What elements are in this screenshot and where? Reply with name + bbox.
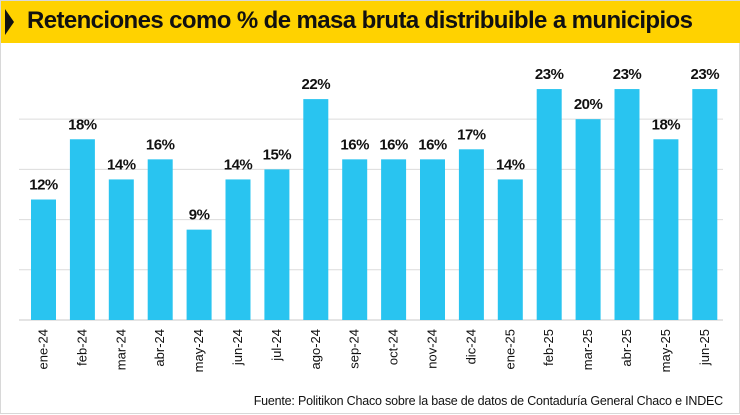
- x-tick-label-feb-24: feb-24: [74, 329, 89, 366]
- x-tick-label-ene-24: ene-24: [36, 329, 51, 369]
- data-label-abr-25: 23%: [613, 66, 642, 83]
- title-bar: Retenciones como % de masa bruta distrib…: [1, 1, 740, 43]
- x-tick-label-ago-24: ago-24: [308, 329, 323, 369]
- bar-nov-24: [420, 159, 445, 320]
- bar-oct-24: [381, 159, 407, 320]
- data-label-feb-25: 23%: [535, 66, 564, 83]
- chart-title: Retenciones como % de masa bruta distrib…: [27, 7, 693, 34]
- data-label-ago-24: 22%: [302, 76, 331, 93]
- bar-mar-24: [108, 179, 134, 320]
- x-tick-label-may-25: may-25: [658, 329, 673, 372]
- data-label-mar-25: 20%: [574, 96, 603, 113]
- x-tick-label-feb-25: feb-25: [541, 329, 556, 366]
- x-tick-label-abr-25: abr-25: [619, 329, 634, 367]
- data-label-dic-24: 17%: [457, 126, 486, 143]
- data-label-may-25: 18%: [652, 116, 681, 133]
- data-label-feb-24: 18%: [68, 116, 97, 133]
- title-marker-icon: [5, 9, 14, 35]
- data-label-jun-25: 23%: [691, 66, 720, 83]
- data-label-ene-24: 12%: [29, 177, 58, 194]
- bar-may-24: [186, 229, 212, 320]
- data-label-nov-24: 16%: [418, 136, 447, 153]
- x-tick-label-dic-24: dic-24: [463, 329, 478, 364]
- bar-jul-24: [264, 169, 290, 320]
- source-note: Fuente: Politikon Chaco sobre la base de…: [253, 394, 724, 408]
- data-label-abr-24: 16%: [146, 136, 175, 153]
- x-tick-label-jun-25: jun-25: [697, 329, 712, 366]
- bar-jun-24: [225, 179, 251, 320]
- x-tick-label-mar-25: mar-25: [580, 329, 595, 370]
- x-tick-label-may-24: may-24: [191, 329, 206, 372]
- x-tick-label-abr-24: abr-24: [152, 329, 167, 367]
- x-tick-label-sep-24: sep-24: [347, 329, 362, 369]
- data-label-may-24: 9%: [189, 207, 210, 224]
- x-tick-label-nov-24: nov-24: [425, 329, 440, 369]
- bar-mar-25: [575, 119, 601, 320]
- x-tick-label-mar-24: mar-24: [113, 329, 128, 370]
- bar-feb-25: [536, 89, 562, 321]
- data-label-ene-25: 14%: [496, 156, 525, 173]
- bar-ene-25: [497, 179, 523, 320]
- x-tick-label-jul-24: jul-24: [269, 329, 284, 362]
- bar-sep-24: [342, 159, 368, 320]
- data-label-mar-24: 14%: [107, 156, 136, 173]
- x-tick-label-jun-24: jun-24: [230, 329, 245, 366]
- data-label-jun-24: 14%: [224, 156, 253, 173]
- data-label-jul-24: 15%: [263, 146, 292, 163]
- bar-ene-24: [31, 199, 56, 320]
- data-label-oct-24: 16%: [379, 136, 408, 153]
- bar-dic-24: [458, 149, 484, 320]
- data-label-sep-24: 16%: [340, 136, 369, 153]
- bar-abr-25: [614, 89, 640, 321]
- bar-may-25: [653, 139, 679, 320]
- bar-ago-24: [303, 99, 329, 320]
- bar-feb-24: [69, 139, 95, 320]
- bar-abr-24: [147, 159, 173, 320]
- x-tick-label-oct-24: oct-24: [386, 329, 401, 365]
- x-tick-label-ene-25: ene-25: [502, 329, 517, 369]
- bar-jun-25: [692, 89, 718, 321]
